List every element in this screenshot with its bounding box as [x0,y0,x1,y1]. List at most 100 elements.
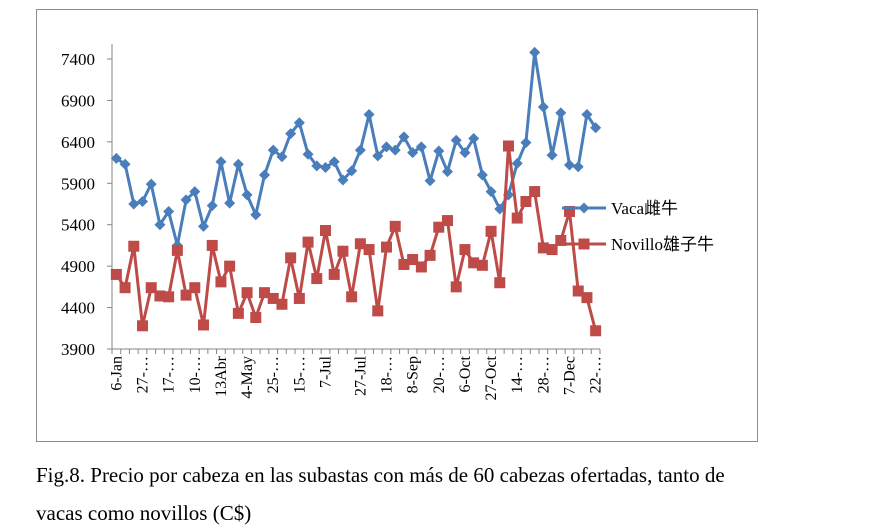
data-point [215,276,227,288]
data-point [267,144,279,156]
data-point [189,186,201,198]
data-point [407,254,419,266]
x-tick-label: 27-… [135,356,152,393]
y-tick-label: 3900 [61,340,95,359]
data-point [494,203,506,215]
y-tick-label: 7400 [61,50,95,69]
data-point [224,197,236,209]
data-point [572,285,584,297]
data-point [537,242,549,254]
series-line [115,50,597,247]
data-point [372,305,384,317]
data-point [433,221,445,233]
data-point [128,198,140,210]
legend-marker [578,238,590,250]
data-point [433,145,445,157]
data-point [546,149,558,161]
data-point [259,287,270,299]
data-point [442,215,453,227]
data-point [119,158,131,170]
data-point [320,162,331,174]
data-point [424,175,436,187]
data-point [555,107,567,119]
data-point [189,282,201,294]
data-point [320,225,331,237]
data-point [311,273,323,285]
data-point [119,282,131,294]
x-tick-label: 18-… [379,356,396,393]
data-point [468,133,480,145]
data-point [363,109,375,121]
data-point [276,151,288,163]
data-point [137,320,148,332]
data-point [503,140,514,152]
data-point [241,189,253,201]
data-point [354,238,366,250]
x-tick-label: 14-… [509,356,526,393]
data-point [363,244,375,256]
data-point [555,234,567,246]
x-tick-label: 20-… [431,356,448,393]
x-tick-label: 4-May [239,356,256,399]
data-point [354,144,366,156]
figure-caption-line-1: Fig.8. Precio por cabeza en las subastas… [36,463,725,487]
data-point [494,277,506,289]
data-point [537,101,549,113]
data-point [302,148,314,160]
data-point [415,141,427,153]
data-point [564,205,575,217]
data-point [145,282,157,294]
data-point [206,200,218,212]
chart-series [110,46,602,337]
x-tick-label: 8-Sep [405,356,422,393]
x-tick-label: 28-… [535,356,552,393]
x-tick-label: 22-… [588,356,605,393]
data-point [224,260,236,272]
data-point [442,166,453,178]
data-point [328,268,340,280]
data-point [285,252,297,264]
y-tick-label: 4400 [61,299,95,318]
x-tick-label: 27-Jul [352,355,369,396]
x-tick-label: 7-Dec [562,356,579,395]
data-point [110,268,122,280]
data-point [259,169,270,181]
data-point [337,245,349,257]
x-tick-label: 25-… [265,356,282,393]
chart-axes: 3900 4400 4900 5400 5900 6400 6900 7400 6-Jan 27-… [61,44,605,400]
data-point [267,292,279,304]
data-point [241,287,253,299]
data-point [198,319,209,331]
data-point [346,165,358,177]
data-point [415,261,427,273]
data-point [302,236,314,248]
data-point [468,257,480,269]
data-point [485,186,497,198]
data-point [381,141,392,153]
data-point [476,169,488,181]
data-point [198,220,209,232]
y-tick-label: 5900 [61,174,95,193]
x-tick-label: 6-Oct [457,355,474,392]
data-point [581,109,593,121]
data-point [459,244,471,256]
data-point [232,307,244,319]
data-point [293,117,305,129]
data-point [346,291,358,303]
series-2 [110,140,602,337]
legend-label: Novillo雄子牛 [611,235,714,254]
data-point [285,128,297,140]
data-point [276,298,288,310]
data-point [572,161,584,173]
data-point [459,147,471,159]
chart-legend: Vaca雌牛 Novillo雄子牛 [562,199,714,254]
data-point [590,325,602,337]
data-point [381,241,392,253]
data-point [372,150,384,162]
data-point [250,209,262,221]
data-point [337,174,349,186]
data-point [398,258,410,270]
legend-marker [578,202,590,214]
data-point [476,259,488,271]
